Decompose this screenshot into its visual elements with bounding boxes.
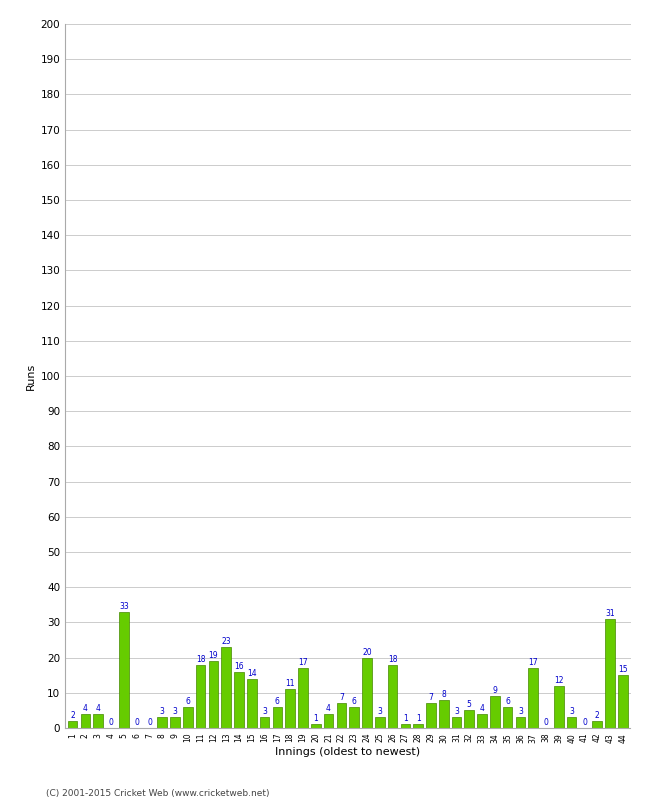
Text: 18: 18 <box>196 654 205 663</box>
Text: 20: 20 <box>362 647 372 657</box>
Bar <box>209 661 218 728</box>
Bar <box>157 718 167 728</box>
Text: 1: 1 <box>416 714 421 723</box>
Text: 14: 14 <box>247 669 257 678</box>
Text: 18: 18 <box>388 654 397 663</box>
Bar <box>362 658 372 728</box>
Text: 6: 6 <box>275 697 280 706</box>
Text: 1: 1 <box>403 714 408 723</box>
Bar <box>515 718 525 728</box>
Bar <box>528 668 538 728</box>
Text: 2: 2 <box>595 711 599 720</box>
Text: 3: 3 <box>518 707 523 716</box>
Text: 11: 11 <box>285 679 295 688</box>
Bar <box>68 721 77 728</box>
Bar <box>490 696 500 728</box>
Text: 0: 0 <box>147 718 152 727</box>
Y-axis label: Runs: Runs <box>26 362 36 390</box>
X-axis label: Innings (oldest to newest): Innings (oldest to newest) <box>275 746 421 757</box>
Bar <box>183 707 192 728</box>
Text: 3: 3 <box>173 707 177 716</box>
Bar <box>222 647 231 728</box>
Bar <box>452 718 461 728</box>
Text: 0: 0 <box>543 718 549 727</box>
Bar <box>272 707 282 728</box>
Text: 0: 0 <box>109 718 114 727</box>
Bar <box>247 678 257 728</box>
Text: (C) 2001-2015 Cricket Web (www.cricketweb.net): (C) 2001-2015 Cricket Web (www.cricketwe… <box>46 789 269 798</box>
Bar <box>400 725 410 728</box>
Bar <box>426 703 436 728</box>
Text: 6: 6 <box>185 697 190 706</box>
Text: 23: 23 <box>222 637 231 646</box>
Bar <box>81 714 90 728</box>
Text: 9: 9 <box>493 686 497 695</box>
Text: 6: 6 <box>352 697 357 706</box>
Bar <box>324 714 333 728</box>
Bar <box>196 665 205 728</box>
Text: 2: 2 <box>70 711 75 720</box>
Text: 3: 3 <box>377 707 382 716</box>
Bar <box>592 721 602 728</box>
Text: 4: 4 <box>480 704 484 713</box>
Bar <box>465 710 474 728</box>
Bar <box>605 619 615 728</box>
Text: 33: 33 <box>119 602 129 610</box>
Bar <box>94 714 103 728</box>
Text: 3: 3 <box>160 707 164 716</box>
Bar <box>234 672 244 728</box>
Text: 5: 5 <box>467 700 472 710</box>
Text: 0: 0 <box>134 718 139 727</box>
Text: 4: 4 <box>96 704 101 713</box>
Text: 6: 6 <box>505 697 510 706</box>
Text: 17: 17 <box>298 658 308 667</box>
Bar <box>439 700 448 728</box>
Text: 19: 19 <box>209 651 218 660</box>
Bar <box>618 675 628 728</box>
Text: 31: 31 <box>605 609 615 618</box>
Bar <box>170 718 180 728</box>
Bar <box>285 690 295 728</box>
Bar <box>349 707 359 728</box>
Text: 15: 15 <box>618 665 628 674</box>
Text: 17: 17 <box>528 658 538 667</box>
Text: 4: 4 <box>326 704 331 713</box>
Bar <box>260 718 269 728</box>
Text: 12: 12 <box>554 676 564 685</box>
Bar <box>337 703 346 728</box>
Bar <box>311 725 320 728</box>
Text: 3: 3 <box>454 707 459 716</box>
Text: 0: 0 <box>582 718 587 727</box>
Bar <box>413 725 423 728</box>
Bar <box>298 668 307 728</box>
Bar <box>477 714 487 728</box>
Bar <box>554 686 564 728</box>
Bar <box>375 718 385 728</box>
Text: 4: 4 <box>83 704 88 713</box>
Text: 3: 3 <box>569 707 574 716</box>
Text: 1: 1 <box>313 714 318 723</box>
Text: 8: 8 <box>441 690 446 698</box>
Text: 3: 3 <box>262 707 267 716</box>
Bar <box>388 665 397 728</box>
Bar <box>503 707 512 728</box>
Bar <box>567 718 577 728</box>
Text: 7: 7 <box>339 694 344 702</box>
Text: 7: 7 <box>428 694 434 702</box>
Bar <box>119 612 129 728</box>
Text: 16: 16 <box>234 662 244 670</box>
